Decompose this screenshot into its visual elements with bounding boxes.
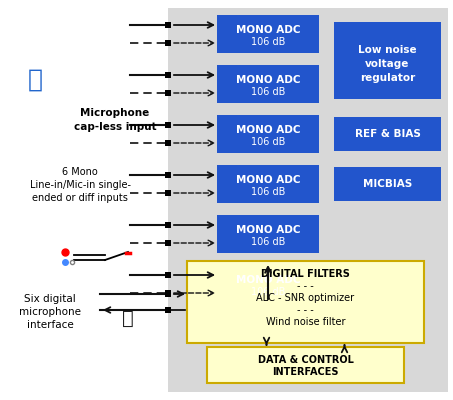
Bar <box>165 190 171 196</box>
Text: 106 dB: 106 dB <box>251 137 285 147</box>
Text: - - -: - - - <box>297 305 314 315</box>
Text: REF & BIAS: REF & BIAS <box>355 129 420 139</box>
FancyBboxPatch shape <box>207 347 404 383</box>
Text: MONO ADC: MONO ADC <box>236 25 300 35</box>
Text: voltage: voltage <box>365 59 410 69</box>
Text: INTERFACES: INTERFACES <box>272 367 339 377</box>
FancyBboxPatch shape <box>217 215 319 253</box>
FancyBboxPatch shape <box>334 22 441 98</box>
Text: 6 Mono
Line-in/Mic-in single-
ended or diff inputs: 6 Mono Line-in/Mic-in single- ended or d… <box>29 167 130 203</box>
Bar <box>165 72 171 78</box>
Text: MONO ADC: MONO ADC <box>236 75 300 85</box>
Bar <box>165 122 171 128</box>
Text: DATA & CONTROL: DATA & CONTROL <box>258 355 353 365</box>
FancyBboxPatch shape <box>217 165 319 203</box>
Text: Low noise: Low noise <box>358 45 417 55</box>
Text: 106 dB: 106 dB <box>251 237 285 247</box>
Bar <box>165 240 171 246</box>
Text: DIGITAL FILTERS: DIGITAL FILTERS <box>261 269 350 279</box>
Text: 🎤: 🎤 <box>28 68 43 92</box>
Bar <box>165 290 171 296</box>
Text: - - -: - - - <box>297 281 314 291</box>
FancyBboxPatch shape <box>217 265 319 303</box>
Text: Microphone
cap-less input: Microphone cap-less input <box>74 108 156 132</box>
FancyBboxPatch shape <box>334 167 441 201</box>
Text: 🎤: 🎤 <box>122 308 134 328</box>
FancyBboxPatch shape <box>334 117 441 151</box>
Text: 106 dB: 106 dB <box>251 37 285 47</box>
Text: MICBIAS: MICBIAS <box>363 179 412 189</box>
Bar <box>165 22 171 28</box>
Text: Wind noise filter: Wind noise filter <box>266 317 345 327</box>
Text: 106 dB: 106 dB <box>251 87 285 97</box>
FancyBboxPatch shape <box>217 15 319 53</box>
Text: MONO ADC: MONO ADC <box>236 175 300 185</box>
Text: MONO ADC: MONO ADC <box>236 125 300 135</box>
Bar <box>165 40 171 46</box>
Text: ALC - SNR optimizer: ALC - SNR optimizer <box>256 293 355 303</box>
Bar <box>165 172 171 178</box>
Bar <box>165 272 171 278</box>
Bar <box>165 90 171 96</box>
Bar <box>165 307 171 313</box>
Bar <box>165 140 171 146</box>
Text: Six digital
microphone
interface: Six digital microphone interface <box>19 294 81 330</box>
FancyBboxPatch shape <box>217 115 319 153</box>
Bar <box>165 222 171 228</box>
Bar <box>165 291 171 297</box>
FancyBboxPatch shape <box>187 261 424 343</box>
Text: 106 dB: 106 dB <box>251 287 285 297</box>
Bar <box>168 8 448 392</box>
FancyBboxPatch shape <box>217 65 319 103</box>
Text: MONO ADC: MONO ADC <box>236 275 300 285</box>
Text: MONO ADC: MONO ADC <box>236 225 300 235</box>
Text: regulator: regulator <box>360 73 415 83</box>
Text: 106 dB: 106 dB <box>251 187 285 197</box>
